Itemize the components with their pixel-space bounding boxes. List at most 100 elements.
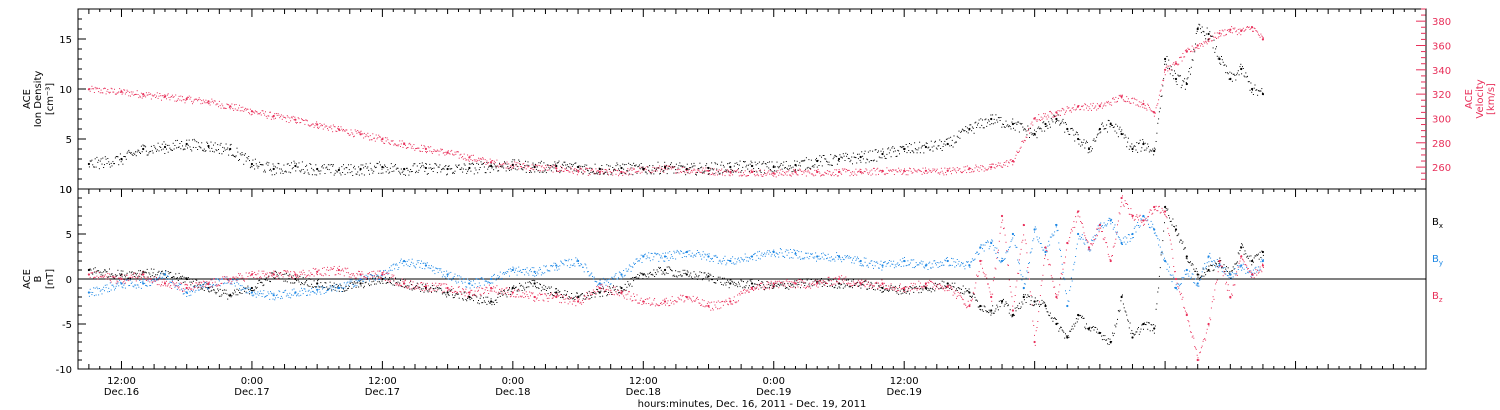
velocity-sample bbox=[978, 170, 980, 172]
velocity-sample bbox=[533, 169, 535, 171]
ion-density-sample bbox=[598, 167, 600, 169]
bx-sample bbox=[1054, 317, 1056, 319]
ion-density-sample bbox=[957, 136, 959, 138]
bx-sample bbox=[967, 290, 969, 292]
bx-sample bbox=[825, 283, 827, 284]
ion-density-sample bbox=[805, 157, 807, 159]
ion-density-sample bbox=[721, 161, 723, 163]
velocity-sample bbox=[692, 169, 694, 171]
velocity-sample bbox=[173, 96, 175, 98]
ion-density-sample bbox=[758, 161, 760, 163]
ion-density-sample bbox=[355, 173, 357, 175]
velocity-sample bbox=[992, 163, 994, 165]
ion-density-sample bbox=[991, 123, 993, 125]
ion-density-sample bbox=[923, 152, 925, 154]
ion-density-sample bbox=[706, 167, 708, 169]
bx-sample bbox=[343, 290, 345, 292]
bx-sample bbox=[1008, 312, 1010, 314]
ion-density-sample bbox=[287, 163, 289, 165]
ion-density-sample bbox=[1032, 132, 1034, 134]
by-point bbox=[142, 282, 145, 285]
ion-density-point bbox=[1131, 147, 1134, 151]
bx-sample bbox=[1024, 294, 1026, 296]
velocity-sample bbox=[826, 173, 827, 175]
velocity-sample bbox=[530, 168, 532, 170]
bx-sample bbox=[1061, 329, 1063, 331]
ion-density-sample bbox=[822, 155, 824, 156]
ion-density-sample bbox=[217, 144, 219, 146]
velocity-sample bbox=[1260, 33, 1262, 35]
by-sample bbox=[107, 291, 109, 293]
ion-density-sample bbox=[1123, 137, 1125, 139]
bx-sample bbox=[741, 280, 743, 282]
ion-density-sample bbox=[478, 169, 480, 171]
ion-density-sample bbox=[1102, 125, 1104, 127]
bx-sample bbox=[1260, 257, 1262, 258]
ion-density-point bbox=[1196, 27, 1199, 31]
velocity-sample bbox=[347, 132, 349, 134]
bx-sample bbox=[439, 288, 441, 290]
bx-sample bbox=[851, 280, 853, 282]
bx-sample bbox=[845, 284, 847, 286]
bx-sample bbox=[336, 283, 338, 285]
velocity-sample bbox=[813, 175, 815, 177]
velocity-sample bbox=[582, 173, 583, 175]
bx-sample bbox=[168, 273, 170, 275]
ion-density-sample bbox=[428, 167, 430, 169]
ion-density-sample bbox=[810, 159, 812, 161]
velocity-sample bbox=[832, 171, 834, 173]
velocity-sample bbox=[388, 142, 390, 144]
velocity-sample bbox=[798, 170, 800, 171]
ion-density-sample bbox=[1004, 127, 1006, 128]
ion-density-sample bbox=[132, 155, 134, 156]
velocity-sample bbox=[398, 144, 400, 146]
ion-density-sample bbox=[1041, 130, 1043, 132]
bx-sample bbox=[344, 290, 346, 292]
bx-sample bbox=[138, 270, 140, 272]
bx-sample bbox=[805, 278, 807, 280]
bx-sample bbox=[639, 275, 640, 277]
by-sample bbox=[103, 286, 105, 288]
bx-sample bbox=[1205, 274, 1207, 276]
velocity-sample bbox=[1253, 27, 1255, 29]
ion-density-sample bbox=[939, 139, 941, 141]
ion-density-sample bbox=[1231, 80, 1233, 82]
ion-density-sample bbox=[1172, 75, 1174, 77]
bx-sample bbox=[499, 292, 500, 294]
velocity-sample bbox=[317, 128, 319, 129]
bx-sample bbox=[269, 280, 271, 282]
bx-sample bbox=[1078, 315, 1080, 317]
velocity-point bbox=[1174, 62, 1178, 65]
top-left-tick-label: 0 bbox=[66, 185, 72, 196]
ion-density-sample bbox=[239, 159, 240, 160]
velocity-sample bbox=[809, 172, 811, 174]
ion-density-sample bbox=[763, 161, 765, 163]
ion-density-sample bbox=[865, 162, 867, 164]
bx-sample bbox=[886, 289, 888, 291]
bx-sample bbox=[761, 281, 763, 282]
bx-sample bbox=[970, 296, 972, 297]
velocity-sample bbox=[589, 174, 591, 176]
bx-sample bbox=[401, 286, 403, 288]
velocity-sample bbox=[144, 94, 146, 96]
velocity-sample bbox=[369, 139, 370, 141]
ion-density-sample bbox=[177, 147, 179, 148]
bx-sample bbox=[648, 276, 650, 278]
ion-density-sample bbox=[629, 164, 631, 165]
velocity-sample bbox=[1164, 71, 1165, 73]
velocity-sample bbox=[553, 165, 555, 167]
velocity-sample bbox=[887, 173, 889, 174]
ion-density-sample bbox=[625, 164, 627, 165]
bx-sample bbox=[578, 296, 580, 298]
bx-sample bbox=[104, 269, 106, 271]
bx-sample bbox=[489, 302, 491, 304]
ion-density-sample bbox=[1056, 120, 1058, 121]
ion-density-sample bbox=[1197, 26, 1199, 28]
velocity-sample bbox=[988, 166, 990, 168]
velocity-sample bbox=[953, 169, 955, 171]
velocity-sample bbox=[1239, 28, 1241, 30]
velocity-sample bbox=[1084, 103, 1086, 105]
bx-sample bbox=[704, 272, 706, 274]
bx-sample bbox=[1033, 305, 1035, 307]
ion-density-sample bbox=[670, 162, 672, 164]
